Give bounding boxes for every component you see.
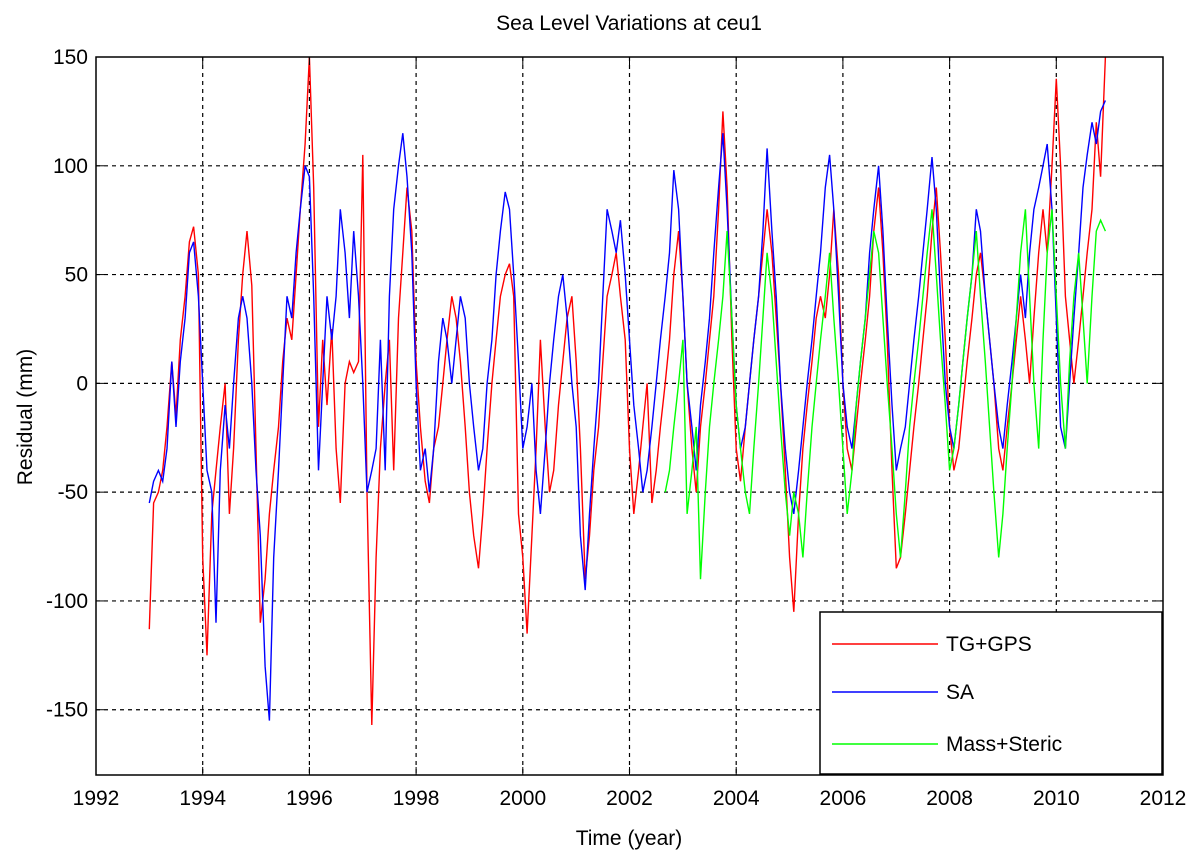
y-tick-label: 100 [53, 155, 88, 178]
x-axis: 1992 1994 1996 1998 2000 2002 2004 2006 2008 2010… [73, 57, 1187, 810]
legend-label: SA [946, 681, 974, 704]
y-tick-label: -100 [46, 590, 88, 613]
y-tick-label: 0 [76, 372, 88, 395]
y-tick-label: 150 [53, 46, 88, 69]
legend-box [819, 611, 1163, 775]
x-tick-label: 2002 [606, 787, 653, 810]
x-tick-label: 1996 [286, 787, 333, 810]
y-axis-label: Residual (mm) [14, 349, 37, 486]
y-tick-label: 50 [65, 264, 88, 287]
y-axis: 150 100 50 0 -50 -100 -150 [46, 46, 1163, 722]
y-tick-label: -150 [46, 699, 88, 722]
x-tick-label: 2004 [713, 787, 760, 810]
legend-label: Mass+Steric [946, 733, 1062, 756]
x-tick-label: 1992 [73, 787, 120, 810]
series-line-sa [148, 100, 1107, 721]
x-tick-label: 2000 [499, 787, 546, 810]
series-line-tg-gps [148, 57, 1107, 726]
legend-label: TG+GPS [946, 633, 1032, 656]
x-tick-label: 2006 [820, 787, 867, 810]
series-line-mass-steric [664, 209, 1107, 580]
x-tick-label: 2008 [926, 787, 973, 810]
x-tick-label: 2012 [1140, 787, 1187, 810]
legend: TG+GPS SA Mass+Steric [819, 611, 1163, 775]
x-axis-label: Time (year) [576, 827, 683, 850]
x-tick-label: 1998 [393, 787, 440, 810]
y-tick-label: -50 [58, 481, 88, 504]
x-tick-label: 2010 [1033, 787, 1080, 810]
chart-title: Sea Level Variations at ceu1 [496, 12, 762, 35]
x-tick-label: 1994 [179, 787, 226, 810]
series-layer [148, 57, 1107, 726]
